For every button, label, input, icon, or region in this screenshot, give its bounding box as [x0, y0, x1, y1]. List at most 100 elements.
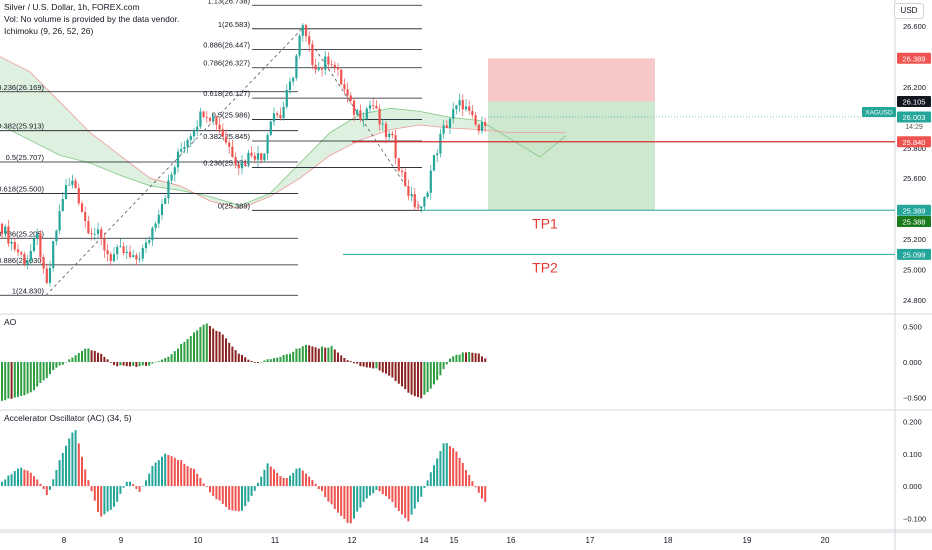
candle[interactable] [404, 167, 407, 187]
candle[interactable] [269, 120, 272, 137]
candle[interactable] [368, 100, 372, 113]
candle[interactable] [144, 238, 148, 253]
candle[interactable] [202, 110, 205, 119]
candle[interactable] [199, 107, 202, 129]
candle[interactable] [400, 168, 404, 178]
candle[interactable] [260, 152, 263, 164]
candle[interactable] [416, 200, 420, 212]
candle[interactable] [183, 141, 186, 153]
candle[interactable] [333, 61, 336, 73]
candle[interactable] [295, 53, 298, 81]
candle[interactable] [343, 78, 346, 95]
candle[interactable] [474, 111, 477, 127]
candle[interactable] [58, 204, 61, 234]
candle[interactable] [314, 58, 317, 74]
candle[interactable] [228, 139, 231, 155]
candle[interactable] [170, 171, 173, 184]
candle[interactable] [359, 104, 362, 123]
candle[interactable] [218, 118, 221, 134]
candle[interactable] [160, 198, 164, 221]
candle[interactable] [381, 118, 384, 131]
candle[interactable] [388, 130, 391, 142]
candle[interactable] [391, 131, 394, 139]
candle[interactable] [122, 242, 125, 256]
candle[interactable] [279, 107, 282, 121]
candle[interactable] [432, 154, 436, 172]
candle[interactable] [266, 132, 269, 161]
candle[interactable] [256, 146, 260, 168]
candle[interactable] [327, 52, 330, 71]
candle[interactable] [340, 69, 343, 86]
candle[interactable] [231, 140, 234, 158]
candle[interactable] [196, 120, 199, 137]
candle[interactable] [464, 98, 468, 112]
candle[interactable] [372, 98, 375, 110]
candle[interactable] [375, 100, 378, 109]
candle[interactable] [247, 149, 250, 168]
candle[interactable] [420, 206, 423, 213]
candle[interactable] [167, 174, 170, 205]
ichimoku-legend[interactable]: Ichimoku (9, 26, 52, 26) [4, 26, 94, 36]
position-tool[interactable] [488, 58, 655, 211]
candle[interactable] [439, 128, 442, 158]
candle[interactable] [93, 227, 96, 241]
candle[interactable] [384, 120, 388, 144]
candle[interactable] [292, 76, 295, 86]
candle[interactable] [141, 244, 144, 262]
candle[interactable] [346, 82, 349, 103]
candle[interactable] [436, 149, 439, 163]
candle[interactable] [448, 117, 452, 134]
candle[interactable] [74, 177, 77, 189]
candle[interactable] [39, 230, 42, 264]
candle[interactable] [26, 255, 29, 270]
candle[interactable] [0, 222, 4, 240]
candle[interactable] [276, 111, 279, 119]
candle[interactable] [208, 116, 212, 124]
candle[interactable] [442, 119, 445, 139]
candle[interactable] [176, 148, 180, 173]
candle[interactable] [320, 66, 324, 77]
candle[interactable] [189, 133, 192, 148]
candle[interactable] [138, 252, 141, 263]
candle[interactable] [304, 23, 308, 42]
candle[interactable] [301, 23, 304, 43]
candle[interactable] [68, 177, 71, 186]
candle[interactable] [458, 93, 461, 113]
candle[interactable] [362, 112, 365, 128]
candle[interactable] [55, 229, 58, 246]
candle[interactable] [365, 106, 368, 121]
candle[interactable] [119, 238, 122, 248]
candle[interactable] [455, 105, 458, 115]
time-axis[interactable]: 8 9 10 11 12 14 15 16 17 18 19 20 [62, 536, 830, 545]
candle[interactable] [96, 222, 100, 240]
candle[interactable] [116, 244, 119, 261]
candle[interactable] [215, 115, 218, 132]
candle[interactable] [224, 129, 228, 145]
candle[interactable] [468, 100, 471, 115]
candle[interactable] [394, 129, 397, 165]
candle[interactable] [336, 63, 340, 77]
candle[interactable] [413, 188, 416, 211]
candle[interactable] [349, 92, 352, 105]
candle[interactable] [471, 105, 474, 119]
candle[interactable] [20, 250, 23, 257]
candle[interactable] [240, 155, 244, 175]
candle[interactable] [173, 164, 176, 182]
candle[interactable] [90, 228, 93, 241]
candle[interactable] [154, 221, 157, 232]
candle[interactable] [77, 183, 80, 206]
candle[interactable] [263, 153, 266, 162]
candle[interactable] [52, 240, 55, 272]
candle[interactable] [330, 59, 333, 68]
candle[interactable] [100, 226, 103, 245]
candle[interactable] [378, 104, 381, 131]
candle[interactable] [180, 142, 183, 156]
candle[interactable] [324, 51, 327, 75]
candle[interactable] [308, 31, 311, 52]
candle[interactable] [103, 232, 106, 258]
candle[interactable] [317, 61, 320, 72]
candle[interactable] [356, 108, 359, 116]
candle[interactable] [234, 152, 237, 169]
candle[interactable] [132, 249, 135, 258]
candle[interactable] [244, 159, 247, 167]
